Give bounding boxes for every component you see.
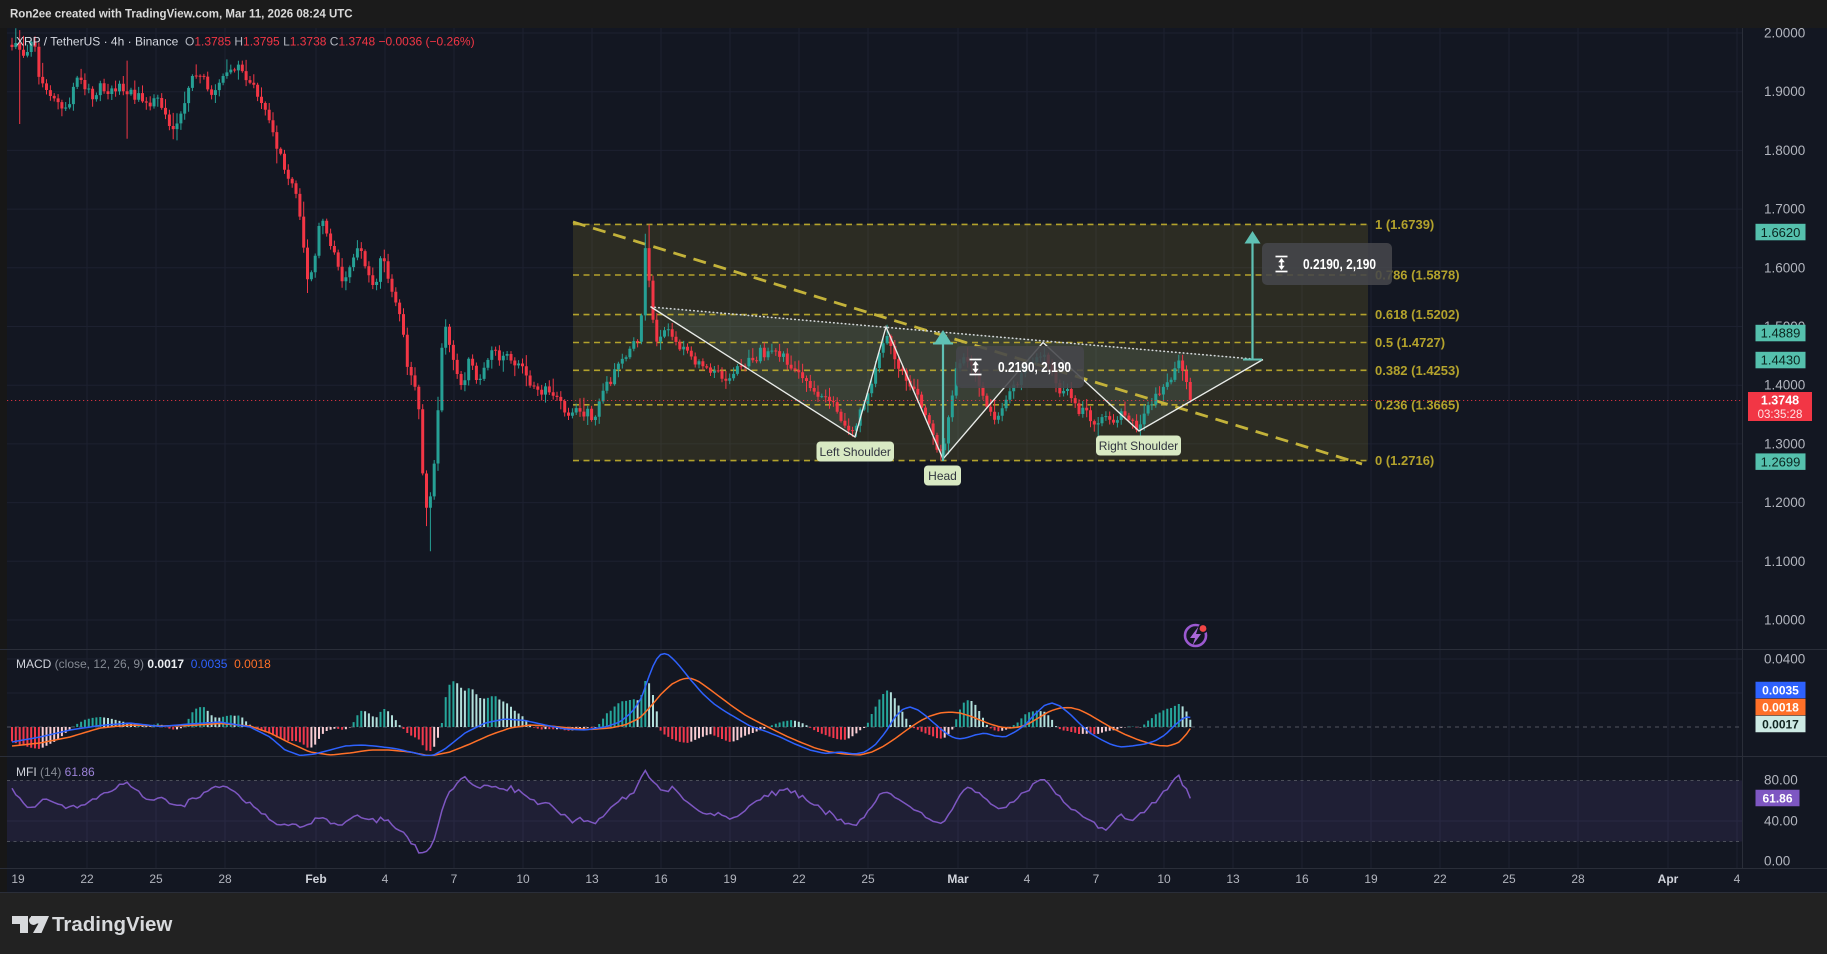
svg-text:1.0000: 1.0000 — [1764, 613, 1805, 628]
svg-text:0.0017: 0.0017 — [1762, 718, 1799, 732]
svg-text:10: 10 — [516, 872, 530, 886]
svg-text:22: 22 — [1433, 872, 1447, 886]
svg-text:0.236 (1.3665): 0.236 (1.3665) — [1375, 397, 1460, 412]
svg-text:0.618 (1.5202): 0.618 (1.5202) — [1375, 307, 1460, 322]
svg-text:0.2190, 2,190: 0.2190, 2,190 — [998, 360, 1071, 376]
svg-text:0.2190, 2,190: 0.2190, 2,190 — [1303, 257, 1376, 273]
svg-text:0.0400: 0.0400 — [1764, 652, 1805, 667]
svg-text:1.4889: 1.4889 — [1761, 326, 1801, 341]
svg-text:25: 25 — [149, 872, 163, 886]
svg-text:Feb: Feb — [305, 872, 326, 886]
svg-text:25: 25 — [861, 872, 875, 886]
svg-text:80.00: 80.00 — [1764, 773, 1798, 788]
svg-text:1.1000: 1.1000 — [1764, 554, 1805, 569]
svg-text:1.9000: 1.9000 — [1764, 84, 1805, 99]
svg-text:19: 19 — [11, 872, 25, 886]
svg-text:28: 28 — [218, 872, 232, 886]
svg-text:03:35:28: 03:35:28 — [1758, 409, 1803, 421]
svg-text:22: 22 — [792, 872, 806, 886]
svg-text:7: 7 — [1093, 872, 1100, 886]
svg-text:1.4000: 1.4000 — [1764, 378, 1805, 393]
svg-text:16: 16 — [654, 872, 668, 886]
svg-text:0.0035: 0.0035 — [1762, 684, 1799, 698]
svg-text:0.0018: 0.0018 — [1762, 701, 1799, 715]
svg-text:1.2000: 1.2000 — [1764, 495, 1805, 510]
svg-text:13: 13 — [585, 872, 599, 886]
svg-text:7: 7 — [451, 872, 458, 886]
svg-text:2.0000: 2.0000 — [1764, 26, 1805, 41]
svg-text:0 (1.2716): 0 (1.2716) — [1375, 453, 1434, 468]
svg-text:1.4430: 1.4430 — [1761, 353, 1801, 368]
svg-text:1.8000: 1.8000 — [1764, 143, 1805, 158]
svg-text:Head: Head — [928, 469, 957, 483]
svg-text:XRP / TetherUS · 4h · Binance: XRP / TetherUS · 4h · Binance O1.3785 H1… — [16, 35, 475, 49]
svg-text:MACD (close, 12, 26, 9) 0.0017: MACD (close, 12, 26, 9) 0.0017 0.0035 0.… — [16, 657, 271, 671]
svg-text:Ron2ee created with TradingVie: Ron2ee created with TradingView.com, Mar… — [10, 9, 353, 21]
svg-text:0.786 (1.5878): 0.786 (1.5878) — [1375, 268, 1460, 283]
svg-text:Mar: Mar — [947, 872, 969, 886]
svg-text:0.00: 0.00 — [1764, 854, 1790, 869]
svg-text:19: 19 — [1364, 872, 1378, 886]
svg-text:28: 28 — [1571, 872, 1585, 886]
svg-text:61.86: 61.86 — [1762, 792, 1792, 806]
svg-text:MFI (14) 61.86: MFI (14) 61.86 — [16, 765, 95, 779]
svg-text:Right Shoulder: Right Shoulder — [1099, 439, 1178, 453]
svg-text:Left Shoulder: Left Shoulder — [820, 445, 891, 459]
svg-text:1.2699: 1.2699 — [1761, 454, 1801, 469]
svg-text:1.3000: 1.3000 — [1764, 436, 1805, 451]
svg-text:4: 4 — [1734, 872, 1741, 886]
svg-text:10: 10 — [1157, 872, 1171, 886]
svg-text:1.7000: 1.7000 — [1764, 202, 1805, 217]
svg-text:Apr: Apr — [1658, 872, 1679, 886]
svg-text:TradingView: TradingView — [52, 913, 172, 936]
svg-text:4: 4 — [1024, 872, 1031, 886]
svg-text:1.6620: 1.6620 — [1761, 225, 1801, 240]
svg-text:4: 4 — [382, 872, 389, 886]
svg-text:22: 22 — [80, 872, 94, 886]
svg-text:0.5 (1.4727): 0.5 (1.4727) — [1375, 335, 1445, 350]
svg-text:0.382 (1.4253): 0.382 (1.4253) — [1375, 363, 1460, 378]
svg-text:40.00: 40.00 — [1764, 814, 1798, 829]
svg-text:19: 19 — [723, 872, 737, 886]
svg-text:25: 25 — [1502, 872, 1516, 886]
svg-text:1 (1.6739): 1 (1.6739) — [1375, 217, 1434, 232]
svg-text:16: 16 — [1295, 872, 1309, 886]
svg-text:1.6000: 1.6000 — [1764, 260, 1805, 275]
svg-text:1.3748: 1.3748 — [1761, 394, 1799, 408]
svg-text:13: 13 — [1226, 872, 1240, 886]
